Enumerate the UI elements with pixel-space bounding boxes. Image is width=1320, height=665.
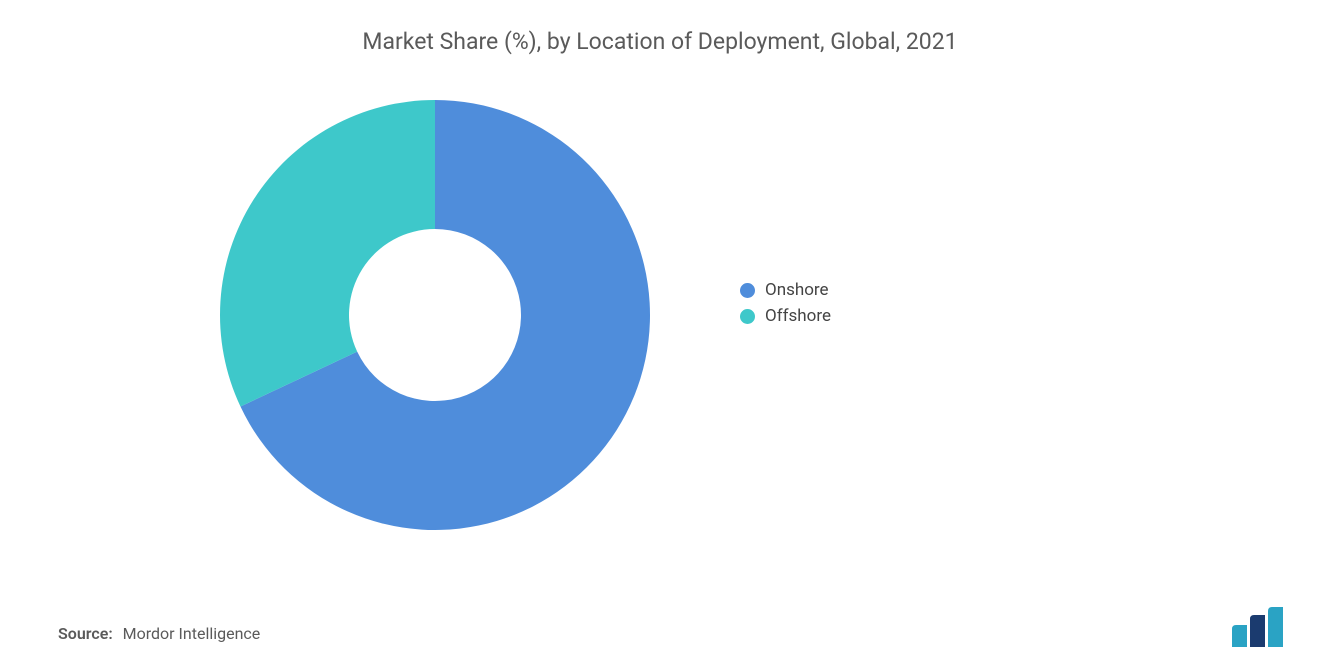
source-text: Mordor Intelligence [123,624,261,643]
donut-chart [220,100,650,530]
chart-title: Market Share (%), by Location of Deploym… [0,28,1320,55]
legend: Onshore Offshore [740,280,831,326]
legend-item-onshore: Onshore [740,280,831,300]
logo-bar [1268,607,1283,647]
legend-swatch [740,309,755,324]
logo-bar [1232,625,1247,647]
legend-item-offshore: Offshore [740,306,831,326]
donut-slice-offshore [220,100,435,407]
donut-svg [220,100,650,530]
source-label: Source: [58,624,113,643]
legend-label: Onshore [765,280,829,300]
source-line: Source: Mordor Intelligence [58,624,260,643]
legend-swatch [740,283,755,298]
logo-bar [1250,615,1265,647]
legend-label: Offshore [765,306,831,326]
brand-logo [1232,607,1290,647]
